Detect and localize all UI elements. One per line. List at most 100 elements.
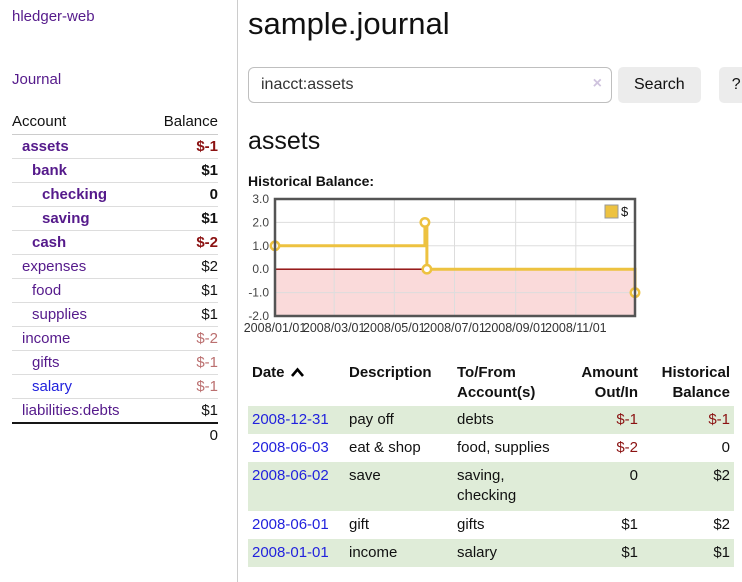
transaction-amount: $-2: [616, 438, 638, 456]
column-label: Date: [252, 364, 285, 381]
accounts-table: Account Balance assets $-1 bank $1 checking 0…: [12, 110, 218, 447]
transaction-row: 2008-06-02 save saving, checking 0 $2: [248, 462, 734, 511]
transactions-header-to-from-account-s-: To/From Account(s): [453, 361, 565, 406]
clear-search-icon[interactable]: ×: [592, 75, 602, 92]
transaction-row: 2008-06-03 eat & shop food, supplies $-2 0: [248, 434, 734, 462]
transaction-row: 2008-06-01 gift gifts $1 $2: [248, 511, 734, 539]
accounts-header-account: Account: [12, 110, 149, 135]
account-link[interactable]: saving: [42, 210, 90, 227]
accounts-body: assets $-1 bank $1 checking 0 saving $1 cash $-2 e…: [12, 134, 218, 424]
sidebar-item-journal[interactable]: Journal: [12, 71, 62, 88]
legend-swatch: [604, 204, 619, 219]
transaction-date-link[interactable]: 2008-12-31: [252, 410, 329, 428]
legend-label: $: [621, 204, 629, 219]
svg-text:0.0: 0.0: [252, 262, 269, 276]
transactions-header-amount-out-in: Amount Out/In: [565, 361, 642, 406]
historical-balance-chart: 3.0 2.0 1.0 0.0 -1.0 -2.0 2008/01/01 2008/03/01…: [241, 192, 742, 342]
account-balance: $1: [148, 158, 218, 183]
svg-text:-2.0: -2.0: [248, 309, 269, 323]
accounts-total-value: 0: [12, 422, 218, 447]
transactions-header-row: Date Description To/From Account(s) Amount …: [248, 361, 734, 406]
account-row: income $-2: [12, 326, 218, 351]
accounts-header-balance: Balance: [148, 110, 218, 135]
transaction-balance: $2: [713, 467, 730, 484]
accounts-total-row: 0: [12, 422, 218, 447]
brand-link[interactable]: hledger-web: [12, 8, 95, 25]
account-link[interactable]: liabilities:debts: [22, 402, 120, 419]
column-label: Historical Balance: [661, 364, 730, 402]
transaction-accounts: salary: [457, 543, 498, 561]
account-link[interactable]: expenses: [22, 258, 87, 275]
account-balance: $-1: [148, 134, 218, 159]
account-link[interactable]: assets: [22, 138, 69, 155]
account-balance: $-1: [148, 374, 218, 399]
account-link[interactable]: salary: [32, 378, 73, 395]
account-link[interactable]: gifts: [32, 354, 60, 371]
transaction-balance: $1: [713, 543, 730, 561]
transaction-accounts: gifts: [457, 515, 485, 533]
transactions-header-date[interactable]: Date: [248, 361, 345, 406]
transaction-balance: $-1: [708, 410, 730, 428]
account-balance: $-1: [148, 350, 218, 375]
sidebar: hledger-web Journal Account Balance asse…: [0, 0, 238, 582]
svg-text:2008/03/01: 2008/03/01: [303, 321, 366, 335]
transaction-accounts: saving, checking: [457, 467, 517, 505]
search-input-wrap: ×: [248, 67, 612, 103]
transaction-amount: 0: [629, 467, 638, 484]
account-row: cash $-2: [12, 230, 218, 255]
account-balance: $2: [148, 254, 218, 279]
chart-canvas: 3.0 2.0 1.0 0.0 -1.0 -2.02008/01/012008/03/01…: [244, 192, 641, 335]
transaction-description: income: [349, 543, 398, 561]
svg-text:1.0: 1.0: [252, 239, 269, 253]
account-row: saving $1: [12, 206, 218, 231]
account-row: salary $-1: [12, 374, 218, 399]
account-row: checking 0: [12, 182, 218, 207]
transaction-accounts: debts: [457, 410, 494, 428]
account-row: assets $-1: [12, 134, 218, 159]
account-balance: 0: [148, 182, 218, 207]
transaction-description: gift: [349, 515, 370, 533]
account-link[interactable]: food: [32, 282, 62, 299]
transactions-header-description: Description: [345, 361, 453, 406]
transaction-description: eat & shop: [349, 438, 421, 456]
transaction-date-link[interactable]: 2008-01-01: [252, 543, 329, 561]
account-link[interactable]: cash: [32, 234, 67, 251]
transactions-header-historical-balance: Historical Balance: [642, 361, 734, 406]
sort-ascending-icon: [290, 367, 304, 377]
svg-text:2.0: 2.0: [252, 215, 269, 229]
main-content: sample.journal × Search ? assets Histori…: [238, 0, 742, 582]
svg-text:2008/11/01: 2008/11/01: [545, 321, 607, 335]
transaction-amount: $1: [621, 543, 638, 561]
transaction-date-link[interactable]: 2008-06-03: [252, 438, 329, 456]
svg-text:3.0: 3.0: [252, 193, 269, 206]
transaction-amount: $-1: [616, 410, 638, 428]
account-link[interactable]: checking: [42, 186, 108, 203]
help-button[interactable]: ?: [718, 67, 742, 103]
transaction-accounts: food, supplies: [457, 438, 550, 456]
search-input[interactable]: [248, 67, 612, 103]
transaction-description: save: [349, 467, 381, 484]
search-button[interactable]: Search: [618, 67, 701, 103]
page-title: sample.journal: [248, 6, 450, 41]
transaction-date-link[interactable]: 2008-06-02: [252, 467, 329, 484]
account-link[interactable]: bank: [32, 162, 68, 179]
transaction-row: 2008-12-31 pay off debts $-1 $-1: [248, 405, 734, 434]
transaction-amount: $1: [621, 515, 638, 533]
account-balance: $1: [148, 278, 218, 303]
transaction-description: pay off: [349, 410, 394, 428]
transactions-body: 2008-12-31 pay off debts $-1 $-1 2008-06-03 ea…: [248, 405, 734, 567]
chart-label: Historical Balance:: [248, 173, 375, 189]
transaction-balance: 0: [721, 438, 730, 456]
account-balance: $1: [148, 206, 218, 231]
account-balance: $-2: [148, 326, 218, 351]
transaction-balance: $2: [713, 515, 730, 533]
account-balance: $1: [201, 402, 218, 419]
account-link[interactable]: income: [22, 330, 71, 347]
svg-text:-1.0: -1.0: [248, 286, 269, 300]
svg-text:2008/01/01: 2008/01/01: [244, 321, 307, 335]
account-link[interactable]: supplies: [32, 306, 88, 323]
transaction-date-link[interactable]: 2008-06-01: [252, 515, 329, 533]
account-row: food $1: [12, 278, 218, 303]
account-balance: $1: [148, 302, 218, 327]
